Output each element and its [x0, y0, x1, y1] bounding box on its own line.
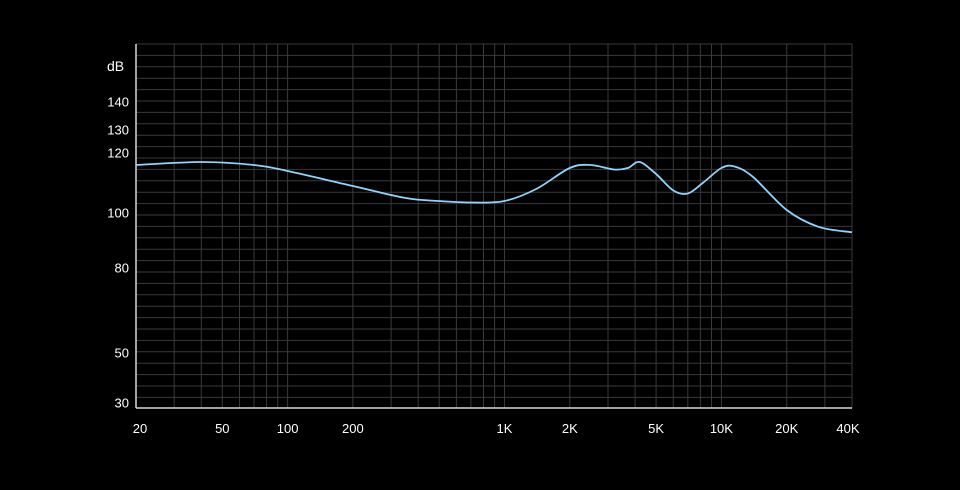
y-tick-label: 80 [115, 261, 129, 276]
x-tick-label: 100 [277, 421, 299, 436]
y-tick-label: 50 [115, 346, 129, 361]
y-tick-label: 100 [107, 206, 129, 221]
y-unit-label: dB [107, 58, 124, 74]
x-tick-label: 40K [836, 421, 859, 436]
x-tick-labels: 20 50 100 200 1K 2K 5K 10K 20K 40K [133, 421, 860, 436]
y-tick-label: 30 [115, 396, 129, 411]
axes [135, 44, 852, 409]
y-tick-label: 120 [107, 146, 129, 161]
series-layer [135, 161, 853, 234]
x-tick-label: 10K [710, 421, 733, 436]
x-tick-label: 20 [133, 421, 147, 436]
x-tick-label: 1K [497, 421, 513, 436]
grid [136, 43, 853, 408]
x-tick-label: 200 [342, 421, 364, 436]
y-tick-labels: 30 50 80 100 120 130 140 [107, 95, 129, 411]
y-tick-label: 130 [107, 123, 129, 138]
x-tick-label: 2K [562, 421, 578, 436]
series-line [135, 161, 853, 234]
x-tick-label: 50 [215, 421, 229, 436]
y-tick-label: 140 [107, 95, 129, 110]
x-tick-label: 5K [648, 421, 664, 436]
x-tick-label: 20K [775, 421, 798, 436]
